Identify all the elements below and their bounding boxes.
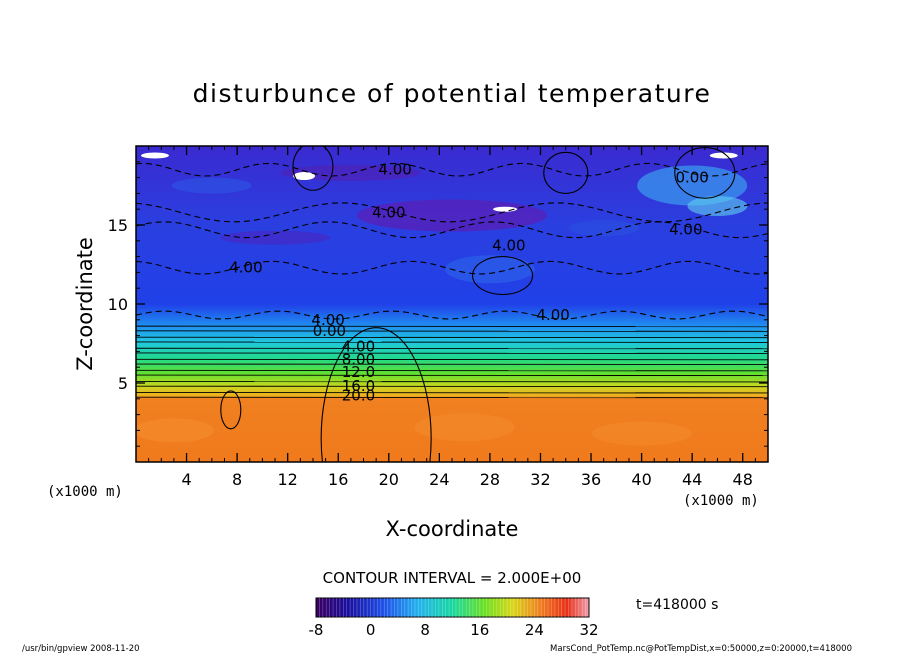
contour-line-11	[136, 341, 768, 343]
field-shade-10	[414, 413, 515, 442]
contour-label-5: 4.00	[492, 237, 525, 255]
colorbar-tick--8: -8	[309, 621, 324, 639]
contour-label-7: 4.00	[536, 306, 569, 324]
footer-right: MarsCond_PotTemp.nc@PotTempDist,x=0:5000…	[550, 644, 852, 654]
field-hole-2	[293, 172, 316, 181]
field-shade-3	[220, 230, 331, 245]
contour-line-13	[136, 330, 768, 332]
contour-line-7	[136, 363, 768, 365]
contour-label-12: 12.0	[342, 363, 375, 381]
contour-line-8	[136, 358, 768, 361]
contour-line-2	[136, 392, 768, 394]
contour-label-2: 4.00	[372, 203, 405, 221]
contour-label-11: 8.00	[342, 350, 375, 368]
contour-line-3	[136, 385, 768, 388]
colorbar-gradient	[315, 597, 590, 618]
closed-contour-3	[292, 146, 334, 191]
field-shade-7	[171, 177, 252, 194]
y-axis-label: Z-coordinate	[73, 237, 97, 371]
contour-line-5	[136, 374, 768, 377]
dashed-contour-5	[136, 162, 768, 177]
x-unit-right: (x1000 m)	[683, 493, 759, 509]
y-tick-label-15: 15	[108, 216, 128, 235]
y-tick-label-10: 10	[108, 295, 128, 314]
dashed-contour-1	[136, 310, 768, 320]
field-shade-11	[591, 421, 692, 446]
time-label: t=418000 s	[636, 597, 718, 613]
x-unit-left: (x1000 m)	[47, 484, 123, 500]
closed-contour-1	[320, 327, 432, 462]
contour-label-6: 4.00	[229, 259, 262, 277]
x-axis-label: X-coordinate	[386, 517, 519, 541]
closed-contour-6	[472, 256, 534, 296]
contour-line-4	[136, 380, 768, 383]
colorbar-tick-0: 0	[366, 621, 376, 639]
field-shade-6	[444, 255, 535, 284]
colorbar-tick-32: 32	[579, 621, 598, 639]
dashed-contour-3	[136, 221, 768, 239]
y-tick-label-5: 5	[118, 374, 128, 393]
x-tick-label-24: 24	[429, 470, 449, 489]
x-tick-label-8: 8	[232, 470, 242, 489]
x-tick-label-28: 28	[480, 470, 500, 489]
chart-title: disturbunce of potential temperature	[193, 79, 712, 108]
contour-line-14	[136, 325, 768, 328]
x-tick-label-20: 20	[379, 470, 399, 489]
dashed-contour-4	[136, 202, 768, 223]
field-shade-5	[687, 196, 748, 217]
contour-line-6	[136, 369, 768, 372]
contour-label-10: 4.00	[342, 338, 375, 356]
closed-contour-4	[543, 151, 589, 194]
x-tick-label-32: 32	[530, 470, 550, 489]
contour-label-1: 4.00	[378, 161, 411, 179]
x-tick-label-12: 12	[278, 470, 298, 489]
field-shade-9	[136, 418, 214, 443]
footer-left: /usr/bin/gpview 2008-11-20	[22, 644, 140, 654]
colorbar-tick-16: 16	[470, 621, 489, 639]
x-tick-label-4: 4	[181, 470, 191, 489]
contour-line-1	[136, 396, 768, 399]
closed-contour-2	[220, 390, 242, 430]
dashed-contour-2	[136, 260, 768, 275]
contour-label-14: 20.0	[342, 387, 375, 405]
contour-label-4: 4.00	[669, 221, 702, 239]
field-shade-2	[280, 164, 421, 181]
field-hole-4	[709, 152, 738, 159]
plot-area: 4.004.000.004.004.004.004.004.000.004.00…	[136, 146, 768, 462]
contour-label-13: 16.0	[342, 377, 375, 395]
contour-label-9: 0.00	[313, 322, 346, 340]
x-tick-label-48: 48	[733, 470, 753, 489]
contour-line-9	[136, 352, 768, 354]
field-shade-8	[568, 220, 639, 237]
x-tick-label-40: 40	[631, 470, 651, 489]
x-tick-label-44: 44	[682, 470, 702, 489]
colorbar-tick-8: 8	[420, 621, 430, 639]
x-tick-label-36: 36	[581, 470, 601, 489]
colorbar-tick-24: 24	[525, 621, 544, 639]
contour-line-10	[136, 347, 768, 350]
contour-line-12	[136, 336, 768, 339]
contour-label-8: 4.00	[311, 311, 344, 329]
colorbar: -8 0 8 16 24 32	[309, 597, 599, 639]
field-hole-1	[140, 152, 169, 159]
x-tick-label-16: 16	[328, 470, 348, 489]
contour-label-3: 0.00	[675, 169, 708, 187]
contour-interval-label: CONTOUR INTERVAL = 2.000E+00	[323, 569, 582, 587]
